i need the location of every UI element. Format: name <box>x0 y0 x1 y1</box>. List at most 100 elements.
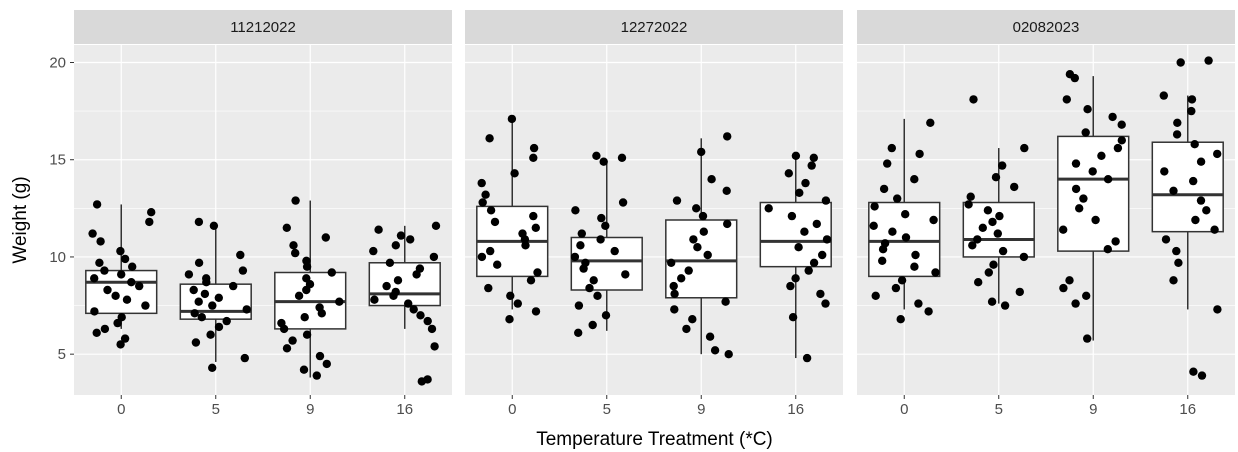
data-point <box>1161 235 1171 244</box>
data-point <box>585 283 594 293</box>
data-point <box>214 293 223 302</box>
data-point <box>416 311 425 320</box>
data-point <box>677 274 686 283</box>
data-point <box>896 315 905 324</box>
data-point <box>229 281 238 291</box>
data-point <box>404 299 413 308</box>
data-point <box>787 211 797 221</box>
data-point <box>506 291 515 300</box>
data-point <box>1169 186 1178 195</box>
y-tick-label: 10 <box>49 249 66 266</box>
data-point <box>570 252 580 262</box>
data-point <box>1196 196 1206 205</box>
data-point <box>887 143 896 153</box>
data-point <box>1071 184 1081 194</box>
data-point <box>1172 246 1181 256</box>
data-point <box>610 246 619 256</box>
data-point <box>723 219 732 229</box>
data-point <box>1059 283 1068 293</box>
data-point <box>707 175 716 184</box>
data-point <box>672 196 682 205</box>
data-point <box>120 254 130 264</box>
data-point <box>1189 367 1198 376</box>
facet-panel-11212022: 11212022 0 5 9 16 <box>74 10 452 418</box>
data-point <box>705 332 715 341</box>
data-point <box>592 151 601 160</box>
data-point <box>1103 175 1113 184</box>
data-point <box>878 256 887 265</box>
y-tick-label: 15 <box>49 152 66 169</box>
data-point <box>784 169 793 178</box>
data-point <box>1176 58 1185 67</box>
data-point <box>809 258 819 267</box>
data-point <box>966 192 975 201</box>
data-point <box>891 283 901 293</box>
data-point <box>533 268 542 277</box>
data-point <box>128 262 137 271</box>
data-point <box>786 281 795 291</box>
data-point <box>206 330 215 339</box>
data-point <box>531 223 540 232</box>
data-point <box>593 291 602 300</box>
data-point <box>145 217 154 227</box>
data-point <box>200 289 210 299</box>
data-point <box>429 252 439 262</box>
data-point <box>240 353 249 363</box>
data-point <box>513 299 522 308</box>
data-point <box>322 359 331 369</box>
data-point <box>335 297 344 306</box>
data-point <box>993 229 1002 238</box>
panels-layer: 11212022 0 5 9 16 12272022 0 5 9 16 02082023 0 5 9 16 <box>74 10 1235 418</box>
box-9 <box>1057 76 1130 341</box>
facet-strip <box>465 10 843 44</box>
data-point <box>197 313 206 322</box>
data-point <box>485 134 494 143</box>
data-point <box>926 118 935 128</box>
data-point <box>1082 291 1091 300</box>
data-point <box>427 324 437 334</box>
data-point <box>90 307 99 316</box>
data-point <box>915 149 924 159</box>
data-point <box>869 221 878 230</box>
data-point <box>1187 95 1197 104</box>
data-point <box>670 305 679 314</box>
data-point <box>1173 118 1182 128</box>
data-point <box>795 188 804 197</box>
data-point <box>995 211 1004 221</box>
data-point <box>288 336 297 345</box>
data-point <box>430 342 439 351</box>
data-point <box>879 184 889 194</box>
data-point <box>621 270 630 279</box>
data-point <box>493 260 502 269</box>
x-tick-label: 16 <box>1179 401 1196 418</box>
data-point <box>871 291 880 300</box>
data-point <box>486 206 496 215</box>
data-point <box>1088 167 1097 176</box>
data-point <box>1196 157 1206 166</box>
data-point <box>724 350 733 359</box>
box-9 <box>274 200 347 378</box>
data-point <box>190 309 199 318</box>
data-point <box>291 248 300 258</box>
data-point <box>510 169 519 178</box>
data-point <box>870 202 879 211</box>
data-point <box>374 225 383 234</box>
data-point <box>385 258 395 267</box>
data-point <box>122 295 132 304</box>
x-tick-label: 0 <box>508 401 516 418</box>
data-point <box>478 198 487 207</box>
box-iqr <box>759 201 832 268</box>
x-tick-label: 9 <box>306 401 314 418</box>
data-point <box>423 375 432 384</box>
data-point <box>1174 258 1183 267</box>
data-point <box>618 198 628 207</box>
data-point <box>194 217 204 227</box>
data-point <box>315 351 325 361</box>
data-point <box>90 274 99 283</box>
data-point <box>703 250 712 260</box>
data-point <box>670 289 679 299</box>
data-point <box>812 219 821 229</box>
data-point <box>1189 176 1198 186</box>
data-point <box>302 274 311 283</box>
data-point <box>291 196 300 205</box>
